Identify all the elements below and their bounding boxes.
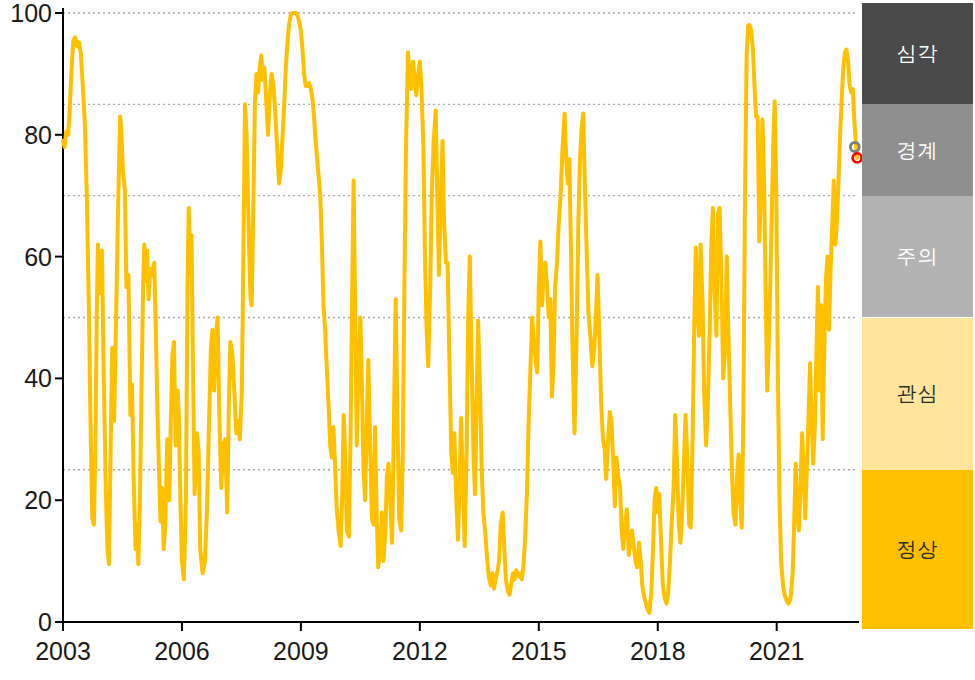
x-axis-label-2006: 2006	[140, 637, 224, 665]
legend-band-label: 관심	[897, 380, 939, 407]
y-axis-label-20: 20	[0, 486, 52, 514]
legend-band-label: 심각	[897, 40, 939, 67]
x-axis-label-2018: 2018	[616, 637, 700, 665]
crisis-alert-index-chart: 0 20 40 60 80 100 2003 2006 2009 2012 2015 2018 202…	[0, 0, 975, 680]
x-axis-label-2021: 2021	[735, 637, 819, 665]
plot-area	[0, 0, 975, 680]
x-axis-label-2015: 2015	[497, 637, 581, 665]
legend-band-심각: 심각	[862, 3, 973, 104]
legend-band-label: 경계	[897, 137, 939, 164]
legend-band-주의: 주의	[862, 196, 973, 318]
legend-band-관심: 관심	[862, 318, 973, 470]
y-axis-label-0: 0	[0, 608, 52, 636]
legend-band-경계: 경계	[862, 104, 973, 195]
legend-band-label: 주의	[897, 243, 939, 270]
y-axis-label-100: 100	[0, 0, 52, 27]
index-series-line	[63, 13, 857, 613]
risk-level-legend: 심각경계주의관심정상	[862, 3, 973, 629]
x-axis-label-2012: 2012	[378, 637, 462, 665]
legend-band-label: 정상	[897, 536, 939, 563]
y-axis-label-40: 40	[0, 364, 52, 392]
x-axis-label-2003: 2003	[21, 637, 105, 665]
y-axis-label-80: 80	[0, 121, 52, 149]
y-axis-label-60: 60	[0, 243, 52, 271]
x-axis-label-2009: 2009	[259, 637, 343, 665]
legend-band-정상: 정상	[862, 470, 973, 629]
